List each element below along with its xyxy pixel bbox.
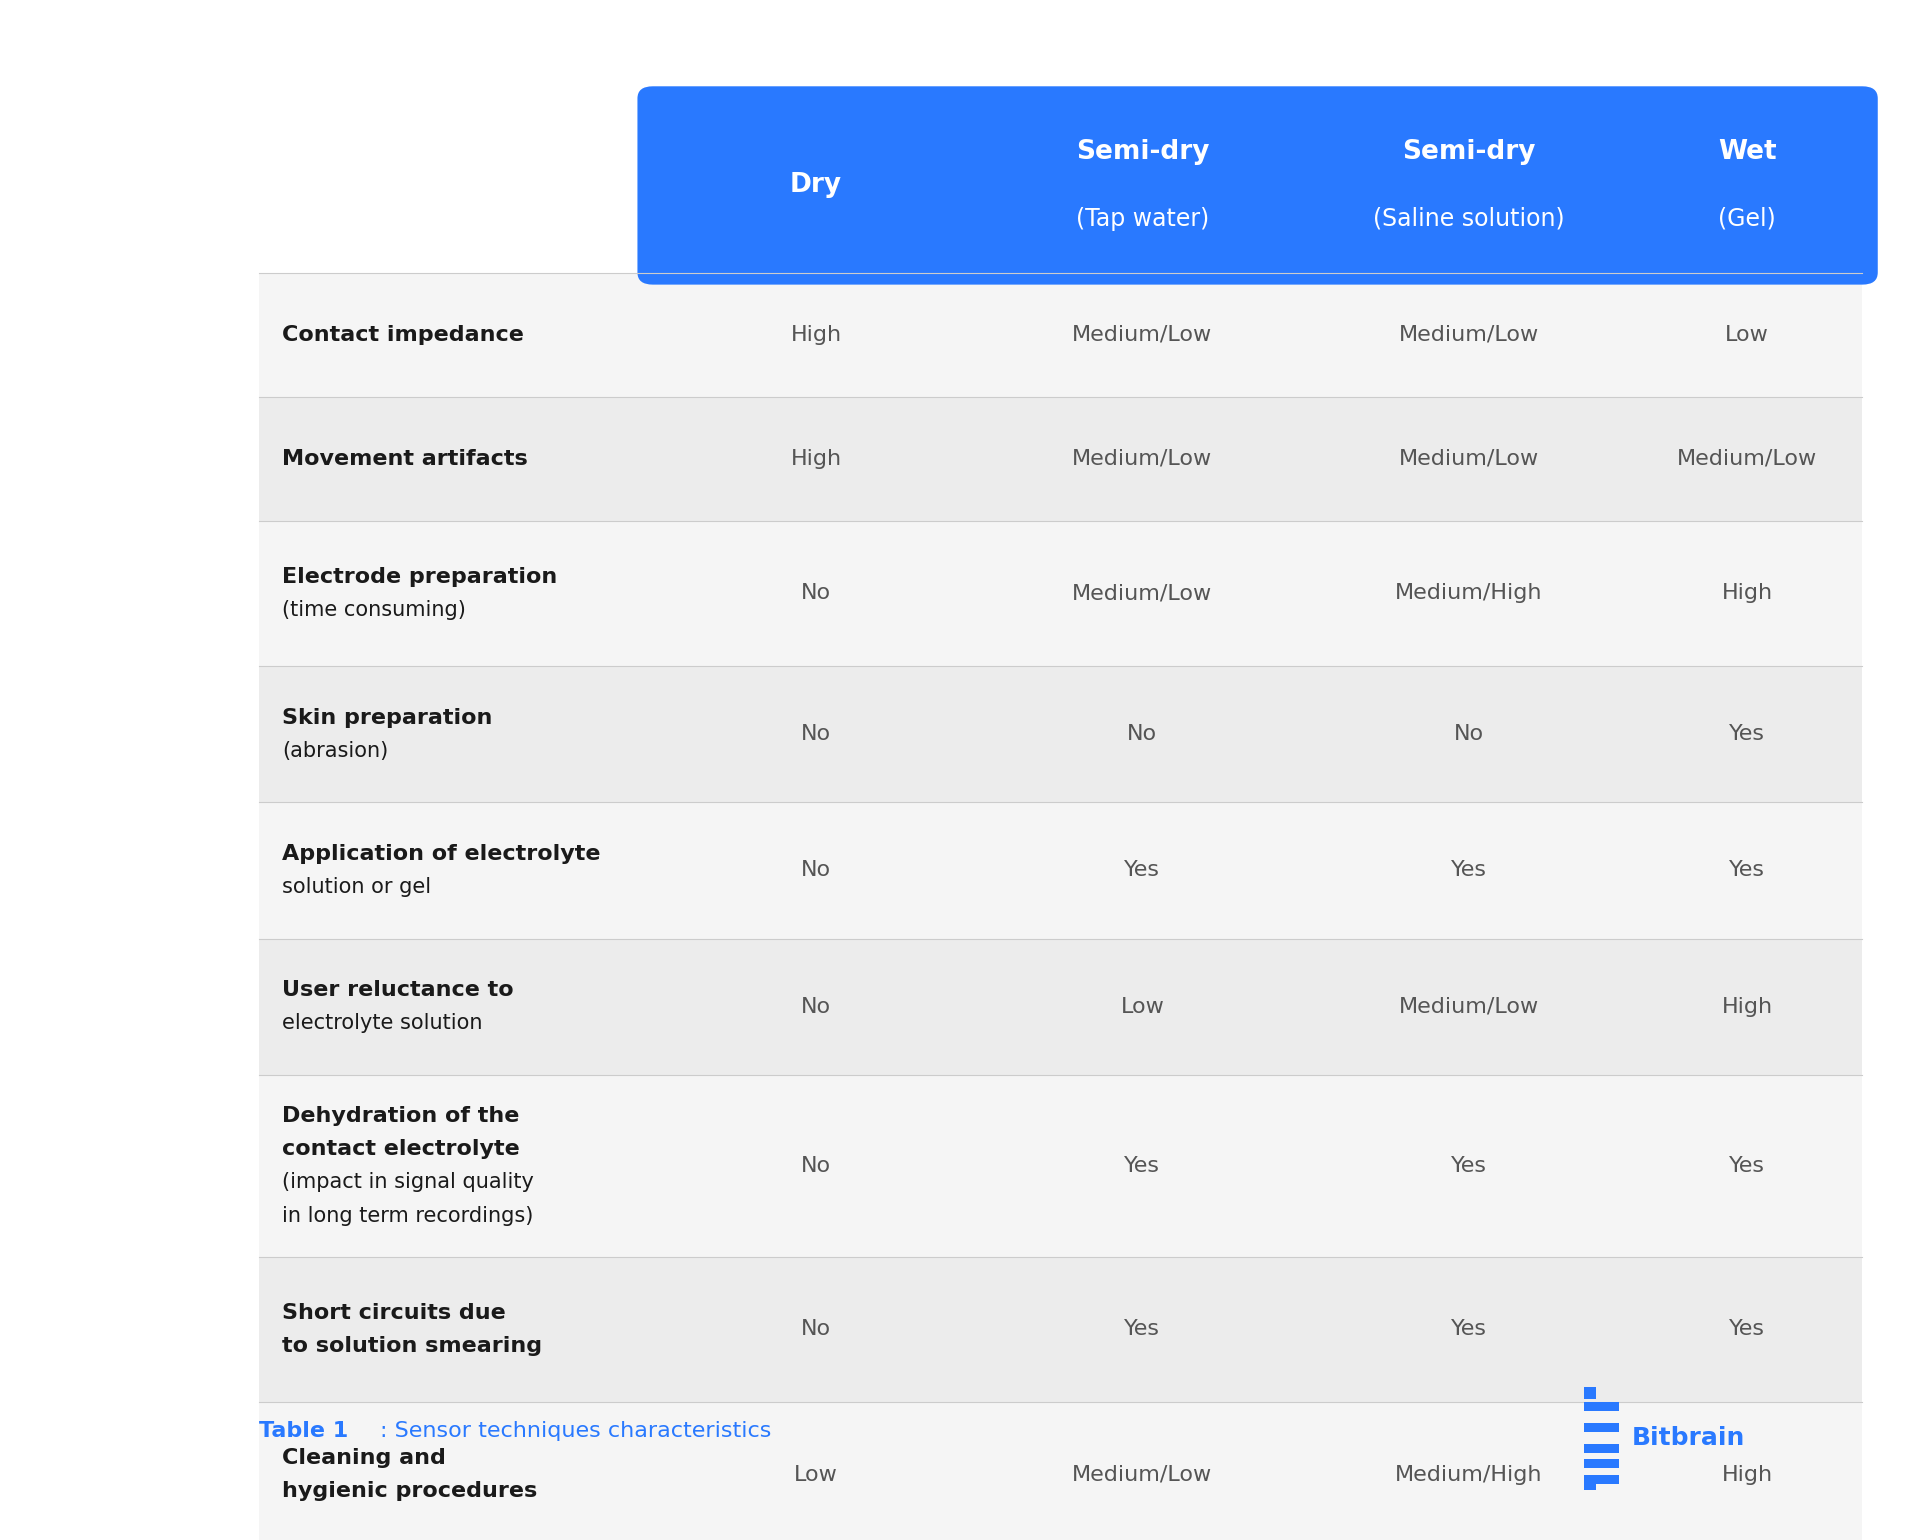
Text: Contact impedance: Contact impedance bbox=[282, 325, 524, 345]
Text: in long term recordings): in long term recordings) bbox=[282, 1206, 534, 1226]
Text: Yes: Yes bbox=[1730, 1320, 1764, 1340]
Text: Medium/Low: Medium/Low bbox=[1071, 448, 1213, 468]
Text: (time consuming): (time consuming) bbox=[282, 601, 467, 621]
Text: High: High bbox=[791, 448, 841, 468]
Text: Low: Low bbox=[1726, 325, 1768, 345]
Text: Semi-dry: Semi-dry bbox=[1075, 139, 1210, 165]
Text: (Saline solution): (Saline solution) bbox=[1373, 206, 1565, 231]
Text: Yes: Yes bbox=[1125, 1320, 1160, 1340]
Text: Yes: Yes bbox=[1452, 1155, 1486, 1175]
Text: Yes: Yes bbox=[1125, 861, 1160, 881]
Text: High: High bbox=[791, 325, 841, 345]
Text: No: No bbox=[801, 996, 831, 1016]
Text: Medium/Low: Medium/Low bbox=[1676, 448, 1818, 468]
Text: Application of electrolyte: Application of electrolyte bbox=[282, 844, 601, 864]
Text: (abrasion): (abrasion) bbox=[282, 741, 388, 761]
FancyBboxPatch shape bbox=[259, 273, 1862, 397]
Text: No: No bbox=[801, 861, 831, 881]
Bar bbox=[1584, 1401, 1619, 1411]
Text: Yes: Yes bbox=[1125, 1155, 1160, 1175]
Text: User reluctance to: User reluctance to bbox=[282, 979, 515, 999]
Text: : Sensor techniques characteristics: : Sensor techniques characteristics bbox=[380, 1420, 772, 1440]
FancyBboxPatch shape bbox=[259, 1401, 1862, 1540]
Text: Semi-dry: Semi-dry bbox=[1402, 139, 1536, 165]
Text: Movement artifacts: Movement artifacts bbox=[282, 448, 528, 468]
Text: (Gel): (Gel) bbox=[1718, 206, 1776, 231]
Text: electrolyte solution: electrolyte solution bbox=[282, 1013, 482, 1033]
Text: Medium/Low: Medium/Low bbox=[1071, 325, 1213, 345]
FancyBboxPatch shape bbox=[259, 1257, 1862, 1401]
Text: Dry: Dry bbox=[789, 172, 843, 199]
Text: High: High bbox=[1722, 584, 1772, 604]
Text: Skin preparation: Skin preparation bbox=[282, 707, 493, 727]
Text: Yes: Yes bbox=[1452, 1320, 1486, 1340]
Text: High: High bbox=[1722, 1465, 1772, 1485]
Text: (impact in signal quality: (impact in signal quality bbox=[282, 1172, 534, 1192]
Text: Yes: Yes bbox=[1730, 861, 1764, 881]
FancyBboxPatch shape bbox=[259, 1075, 1862, 1257]
FancyBboxPatch shape bbox=[637, 86, 1878, 285]
Text: No: No bbox=[801, 724, 831, 744]
Text: Medium/Low: Medium/Low bbox=[1398, 448, 1540, 468]
Text: Short circuits due: Short circuits due bbox=[282, 1303, 507, 1323]
Text: hygienic procedures: hygienic procedures bbox=[282, 1481, 538, 1502]
Text: Medium/High: Medium/High bbox=[1396, 1465, 1542, 1485]
Text: contact electrolyte: contact electrolyte bbox=[282, 1140, 520, 1160]
Bar bbox=[1584, 1475, 1619, 1483]
Text: to solution smearing: to solution smearing bbox=[282, 1335, 541, 1355]
Bar bbox=[1584, 1386, 1596, 1398]
Text: Dehydration of the: Dehydration of the bbox=[282, 1106, 520, 1126]
FancyBboxPatch shape bbox=[259, 397, 1862, 521]
Text: No: No bbox=[801, 1320, 831, 1340]
Bar bbox=[1584, 1460, 1619, 1469]
Text: Low: Low bbox=[795, 1465, 837, 1485]
Text: Table 1: Table 1 bbox=[259, 1420, 348, 1440]
Text: Yes: Yes bbox=[1730, 1155, 1764, 1175]
Text: Low: Low bbox=[1121, 996, 1164, 1016]
Bar bbox=[1584, 1423, 1619, 1432]
Bar bbox=[1584, 1445, 1619, 1454]
Text: Medium/Low: Medium/Low bbox=[1071, 1465, 1213, 1485]
Bar bbox=[1584, 1477, 1596, 1489]
Text: No: No bbox=[1453, 724, 1484, 744]
Text: No: No bbox=[801, 584, 831, 604]
FancyBboxPatch shape bbox=[259, 521, 1862, 667]
Text: Electrode preparation: Electrode preparation bbox=[282, 567, 557, 587]
Text: High: High bbox=[1722, 996, 1772, 1016]
Text: No: No bbox=[801, 1155, 831, 1175]
FancyBboxPatch shape bbox=[259, 667, 1862, 802]
Text: Wet: Wet bbox=[1718, 139, 1776, 165]
Text: Yes: Yes bbox=[1730, 724, 1764, 744]
Text: (Tap water): (Tap water) bbox=[1075, 206, 1210, 231]
Text: Medium/High: Medium/High bbox=[1396, 584, 1542, 604]
Text: Medium/Low: Medium/Low bbox=[1398, 325, 1540, 345]
Text: Yes: Yes bbox=[1452, 861, 1486, 881]
Text: Medium/Low: Medium/Low bbox=[1398, 996, 1540, 1016]
Text: Bitbrain: Bitbrain bbox=[1632, 1426, 1745, 1451]
Text: Medium/Low: Medium/Low bbox=[1071, 584, 1213, 604]
FancyBboxPatch shape bbox=[259, 938, 1862, 1075]
Text: No: No bbox=[1127, 724, 1158, 744]
Text: solution or gel: solution or gel bbox=[282, 878, 432, 898]
Text: Cleaning and: Cleaning and bbox=[282, 1448, 445, 1468]
FancyBboxPatch shape bbox=[259, 802, 1862, 938]
